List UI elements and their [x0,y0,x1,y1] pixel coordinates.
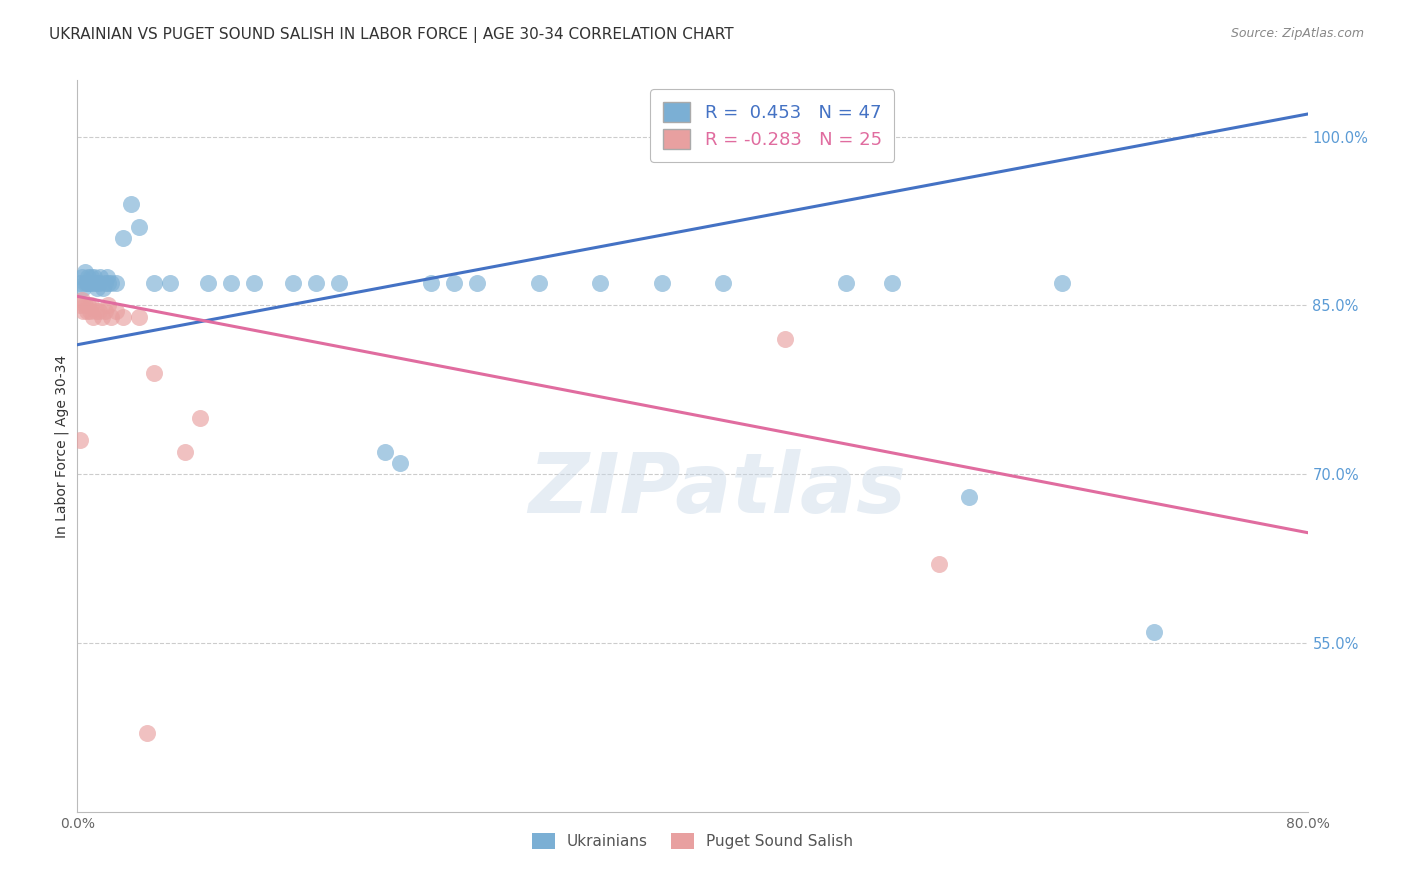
Point [465,276,488,290]
Point [104,304,127,318]
Point [197,276,219,290]
Point [328,276,350,290]
Point [711,276,734,290]
Legend: Ukrainians, Puget Sound Salish: Ukrainians, Puget Sound Salish [526,827,859,855]
Point [94,276,117,290]
Point [69,276,91,290]
Point [89,270,111,285]
Point [80,270,103,285]
Point [957,490,980,504]
Text: ZIPatlas: ZIPatlas [529,450,905,531]
Point [77,270,100,285]
Point [70,293,93,307]
Point [82,310,104,324]
Point [73,298,96,312]
Point [1143,624,1166,639]
Point [773,332,796,346]
Point [243,276,266,290]
Point [305,276,328,290]
Point [159,276,181,290]
Point [93,281,115,295]
Point [80,298,103,312]
Point [928,557,950,571]
Point [77,276,100,290]
Point [120,197,142,211]
Point [835,276,858,290]
Point [96,270,118,285]
Point [389,456,412,470]
Text: UKRAINIAN VS PUGET SOUND SALISH IN LABOR FORCE | AGE 30-34 CORRELATION CHART: UKRAINIAN VS PUGET SOUND SALISH IN LABOR… [49,27,734,43]
Point [97,298,120,312]
Point [281,276,304,290]
Point [90,310,114,324]
Point [94,304,117,318]
Point [73,264,96,278]
Point [128,219,150,234]
Point [82,276,104,290]
Point [79,304,101,318]
Point [104,276,127,290]
Point [589,276,612,290]
Point [100,276,122,290]
Point [73,276,96,290]
Point [79,276,101,290]
Point [69,434,91,448]
Point [84,276,107,290]
Point [76,276,98,290]
Point [86,281,108,295]
Point [143,276,166,290]
Point [374,444,396,458]
Point [77,298,100,312]
Point [87,304,110,318]
Y-axis label: In Labor Force | Age 30-34: In Labor Force | Age 30-34 [55,354,69,538]
Point [188,410,212,425]
Point [1050,276,1073,290]
Point [100,310,122,324]
Point [112,310,135,324]
Point [420,276,443,290]
Point [651,276,673,290]
Point [84,304,107,318]
Point [443,276,465,290]
Point [72,304,94,318]
Point [87,276,110,290]
Point [882,276,904,290]
Point [527,276,550,290]
Point [70,270,93,285]
Point [128,310,150,324]
Point [69,298,91,312]
Point [97,276,120,290]
Point [76,304,98,318]
Point [143,366,166,380]
Point [112,231,135,245]
Text: Source: ZipAtlas.com: Source: ZipAtlas.com [1230,27,1364,40]
Point [135,726,157,740]
Point [72,281,94,295]
Point [174,444,197,458]
Point [219,276,242,290]
Point [83,270,105,285]
